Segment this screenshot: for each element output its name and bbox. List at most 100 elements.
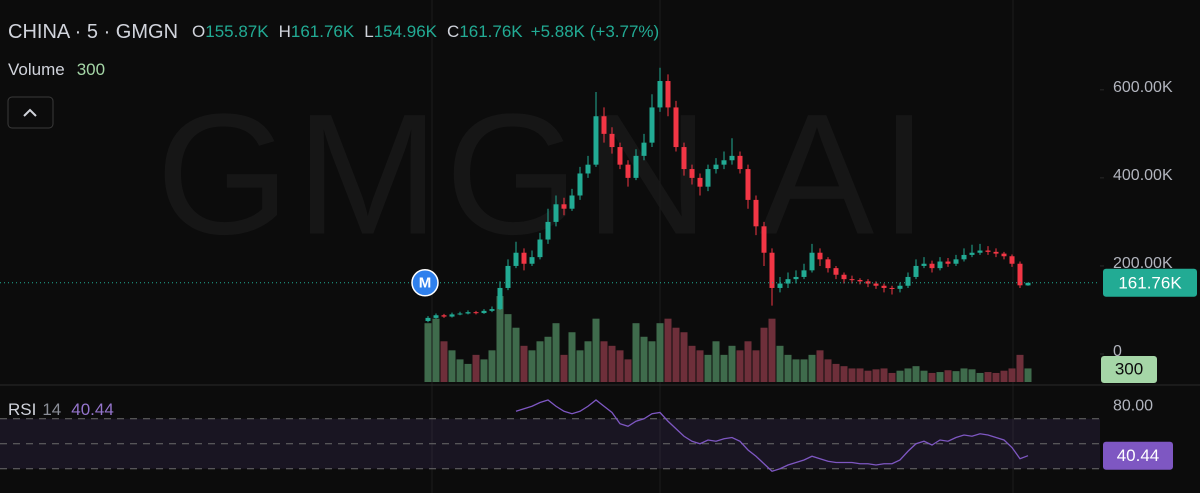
candle-body — [961, 254, 967, 260]
volume-bar — [760, 327, 768, 382]
volume-bar — [680, 332, 688, 382]
y-tick-label: 400.00K — [1113, 167, 1173, 184]
volume-bar — [984, 372, 992, 382]
candle-body — [497, 287, 503, 310]
volume-bar — [664, 318, 672, 382]
volume-bar — [776, 345, 784, 382]
rsi-tick-label: 80.00 — [1113, 397, 1153, 414]
candle-body — [649, 107, 655, 143]
chart-header: CHINA · 5 · GMGN O155.87K H161.76K L154.96K… — [8, 21, 659, 43]
candle-body — [441, 315, 447, 317]
rsi-legend: RSI 14 40.44 — [8, 400, 114, 419]
volume-bar — [576, 350, 584, 382]
volume-bar — [768, 318, 776, 382]
candle-body — [945, 261, 951, 264]
volume-bar — [920, 370, 928, 382]
volume-bar — [792, 359, 800, 382]
candle-body — [953, 259, 959, 264]
candle-body — [873, 283, 879, 286]
rsi-line — [515, 399, 1029, 472]
candle-body — [529, 257, 535, 264]
candle-body — [849, 279, 855, 281]
volume-bar — [864, 370, 872, 382]
candle-body — [713, 164, 719, 170]
chevron-up-icon[interactable] — [23, 108, 37, 117]
candle-body — [721, 160, 727, 165]
candle-body — [641, 142, 647, 156]
candle-body — [473, 312, 479, 314]
ohlc-key: C — [447, 22, 459, 41]
volume-bar — [784, 354, 792, 382]
candle-body — [521, 252, 527, 264]
watermark-layer: GMGN AI — [156, 78, 934, 270]
candle-body — [745, 169, 751, 200]
candle-body — [585, 164, 591, 174]
candle-body — [857, 280, 863, 282]
plot-area: 600.00K 400.00K 200.00K 0 80.00 M 161.76K 300 40… — [0, 67, 1197, 472]
volume-badge-label: 300 — [1115, 359, 1143, 378]
ohlc-key: L — [364, 22, 373, 41]
volume-bar — [456, 359, 464, 382]
candle-body — [1009, 256, 1015, 264]
candle-body — [553, 204, 559, 222]
volume-bar — [1016, 354, 1024, 382]
volume-bar — [816, 350, 824, 382]
button-frame[interactable] — [7, 96, 54, 129]
volume-bar — [656, 323, 664, 382]
candle-body — [449, 314, 455, 317]
candle-body — [657, 81, 663, 108]
change-value: +5.88K (+3.77%) — [531, 22, 660, 41]
volume-bar — [672, 327, 680, 382]
volume-bar — [808, 354, 816, 382]
volume-bar — [968, 369, 976, 382]
volume-bar — [944, 370, 952, 382]
candle-body — [1025, 282, 1031, 286]
volume-bar — [632, 323, 640, 382]
candle-body — [729, 155, 735, 161]
candle-body — [465, 312, 471, 314]
volume-bar — [976, 372, 984, 382]
price-badge-label: 161.76K — [1118, 273, 1182, 292]
volume-bar — [1008, 368, 1016, 382]
volume-bar — [704, 354, 712, 382]
candle-body — [697, 177, 703, 187]
volume-bar — [648, 341, 656, 382]
volume-bar — [1024, 368, 1032, 382]
volume-bar — [1000, 370, 1008, 382]
volume-bar — [896, 370, 904, 382]
volume-value: 300 — [77, 60, 105, 79]
volume-bar — [472, 354, 480, 382]
volume-badge — [1101, 356, 1157, 383]
price-badge — [1103, 268, 1197, 297]
watermark: GMGN AI — [156, 78, 934, 270]
volume-bar — [512, 327, 520, 382]
volume-bar — [880, 368, 888, 382]
collapse-button[interactable] — [7, 96, 54, 129]
volume-bar — [440, 341, 448, 382]
y-tick-label: 200.00K — [1113, 255, 1173, 272]
volume-bar — [720, 354, 728, 382]
candle-body — [977, 250, 983, 253]
candle-body — [897, 285, 903, 289]
candle-body — [577, 173, 583, 196]
candle-body — [881, 285, 887, 288]
volume-bar — [560, 354, 568, 382]
volume-bar — [616, 350, 624, 382]
volume-bar — [592, 318, 600, 382]
ohlc-value: 154.96K — [374, 22, 438, 41]
volume-bar — [936, 372, 944, 382]
candle-body — [809, 252, 815, 271]
ohlc-key: O — [192, 22, 205, 41]
volume-bar — [800, 359, 808, 382]
candle-body — [929, 263, 935, 269]
rsi-badge-label: 40.44 — [1117, 446, 1160, 465]
volume-bar — [952, 371, 960, 382]
volume-bar — [608, 345, 616, 382]
volume-bar — [536, 341, 544, 382]
volume-bar — [752, 350, 760, 382]
candle-body — [993, 251, 999, 254]
candle-body — [633, 155, 639, 178]
candle-body — [817, 252, 823, 260]
